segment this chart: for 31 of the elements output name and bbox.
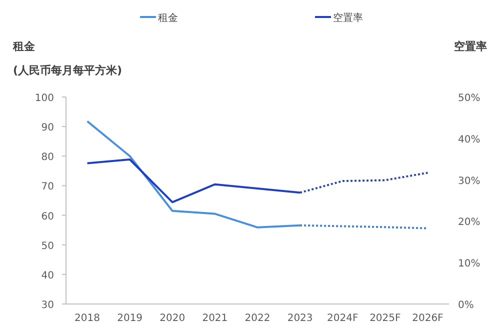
x-tick-label: 2023: [287, 313, 313, 324]
line-series: [299, 172, 429, 194]
y-axis-title: 租金: [12, 40, 36, 53]
legend-label: 租金: [158, 12, 178, 24]
x-tick-label: 2019: [117, 313, 143, 324]
y-tick-label: 80: [41, 152, 54, 164]
line-series: [86, 120, 302, 228]
x-tick-label: 2021: [202, 313, 228, 324]
x-tick-label: 2025F: [370, 313, 402, 324]
y-tick-label: 50: [41, 240, 54, 252]
y2-tick-label: 50%: [458, 93, 480, 104]
x-tick-label: 2022: [244, 313, 270, 324]
y-tick-label: 60: [41, 211, 54, 222]
x-tick-label: 2024F: [327, 313, 358, 324]
line-series: [86, 158, 302, 204]
y-tick-label: 70: [41, 182, 54, 193]
y2-tick-label: 10%: [458, 258, 480, 270]
y-tick-label: 100: [34, 93, 54, 104]
x-tick-label: 2020: [160, 313, 186, 324]
text: (人民币每月每平方米): [13, 64, 122, 77]
x-tick-label: 2026F: [412, 313, 444, 324]
y2-tick-label: 0%: [458, 300, 474, 311]
y2-tick-label: 30%: [458, 176, 480, 187]
y2-tick-label: 20%: [458, 217, 480, 228]
y-tick-label: 30: [41, 300, 54, 311]
y-tick-label: 40: [41, 270, 54, 282]
x-tick-label: 2018: [74, 313, 100, 324]
legend-label: 空置率: [333, 12, 363, 24]
y-tick-label: 90: [41, 122, 54, 134]
y2-tick-label: 40%: [458, 134, 480, 146]
y2-axis-title: 空置率: [454, 40, 487, 53]
